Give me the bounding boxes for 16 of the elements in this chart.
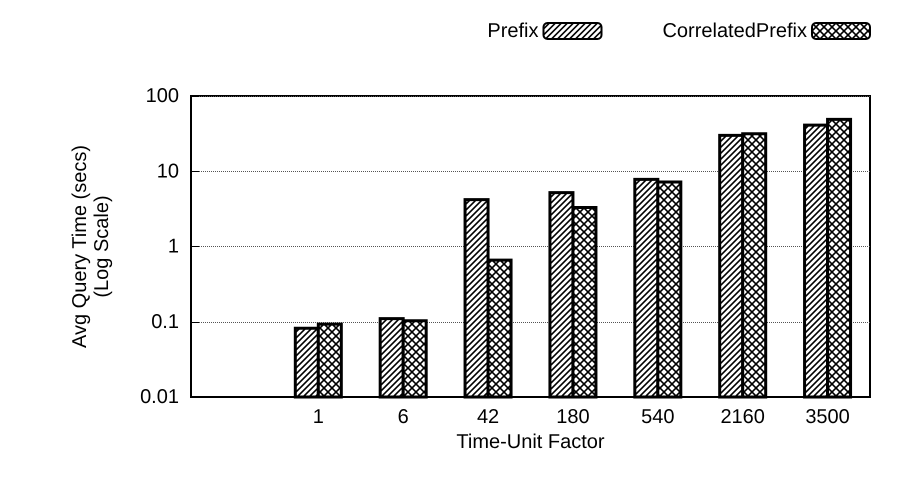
x-tick-label: 180 (556, 406, 590, 428)
x-tick-label: 6 (398, 406, 409, 428)
y-tick-label: 100 (146, 85, 179, 107)
y-tick-label: 0.1 (151, 310, 179, 333)
x-tick-label: 1 (312, 406, 324, 428)
x-axis-title: Time-Unit Factor (456, 430, 605, 453)
y-tick-label: 0.01 (140, 386, 179, 408)
y-tick-label: 1 (168, 236, 179, 258)
x-tick-label: 3500 (805, 406, 850, 428)
legend-label: Prefix (487, 20, 538, 42)
x-tick-label: 42 (476, 406, 500, 428)
x-tick-label: 540 (641, 406, 674, 428)
y-tick-label: 10 (156, 160, 179, 182)
x-tick-label: 2160 (720, 406, 765, 428)
legend-label: CorrelatedPrefix (662, 20, 807, 42)
y-axis-title: Avg Query Time (secs) (Log Scale) (69, 144, 113, 348)
